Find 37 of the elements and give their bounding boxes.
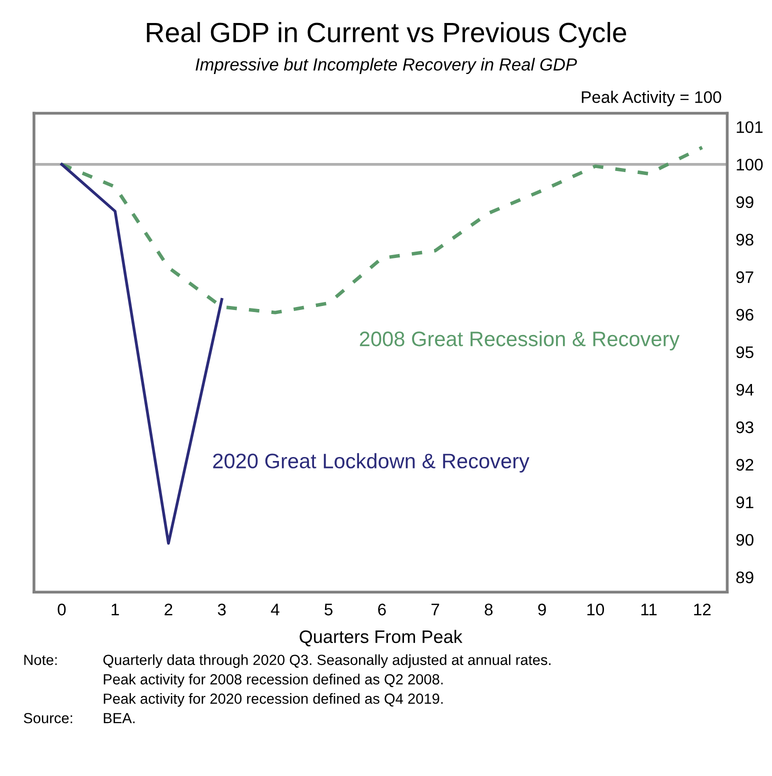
y-tick-label: 98 <box>736 234 754 246</box>
y-tick-label: 99 <box>736 196 754 208</box>
x-tick-label: 2 <box>164 604 172 616</box>
text: Source: BEA. <box>24 712 135 724</box>
y-axis-title: Peak Activity = 100 <box>582 90 722 106</box>
y-tick-label: 92 <box>736 458 754 471</box>
chart-subtitle: Impressive but Incomplete Recovery in Real GDP <box>196 58 577 74</box>
y-tick-label: 91 <box>736 496 754 508</box>
y-tick-label: 97 <box>736 271 754 284</box>
y-tick-label: 100 <box>736 158 763 171</box>
x-tick-label: 4 <box>270 604 280 616</box>
x-tick-label: 12 <box>694 604 711 616</box>
y-tick-label: 101 <box>736 121 763 134</box>
x-tick-label: 1 <box>112 604 119 616</box>
series-label: 2008 Great Recession & Recovery <box>360 331 680 350</box>
text: Peak activity for 2020 recession defined as Q4 2019. <box>104 693 443 707</box>
x-tick-label: 7 <box>432 604 440 616</box>
y-tick-label: 96 <box>736 308 754 321</box>
y-tick-label: 94 <box>736 384 754 396</box>
y-tick-label: 89 <box>736 571 754 584</box>
series-label: 2020 Great Lockdown & Recovery <box>213 453 530 473</box>
chart-title: Real GDP in Current vs Previous Cycle <box>146 22 626 48</box>
x-tick-label: 9 <box>538 604 546 616</box>
text: Note: Quarterly data through 2020 Q3. Seasonally adjusted at annual rates. <box>24 654 550 668</box>
x-tick-label: 10 <box>587 604 604 616</box>
x-tick-label: 8 <box>484 604 493 616</box>
x-tick-label: 0 <box>58 604 66 616</box>
text: Peak activity for 2008 recession defined as Q2 2008. <box>104 674 443 688</box>
x-tick-label: 6 <box>378 604 386 616</box>
line-series <box>60 146 704 314</box>
x-axis-title: Quarters From Peak <box>300 630 462 646</box>
x-tick-label: 11 <box>641 604 657 616</box>
x-tick-label: 3 <box>218 604 226 616</box>
y-tick-label: 90 <box>736 534 754 546</box>
y-tick-label: 93 <box>736 421 754 434</box>
x-tick-label: 5 <box>324 604 332 616</box>
y-tick-label: 95 <box>736 346 754 358</box>
